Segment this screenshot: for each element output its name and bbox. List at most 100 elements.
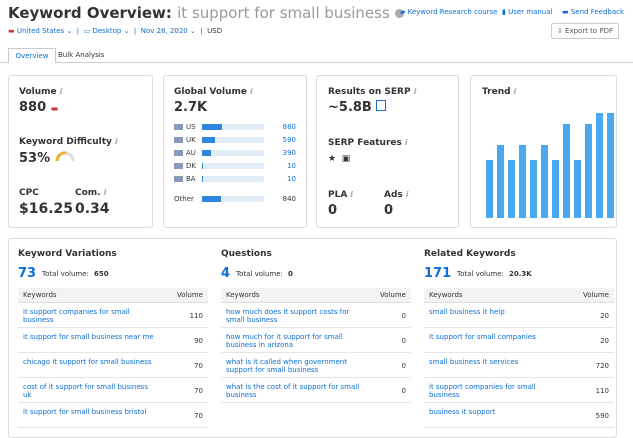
page-title: Keyword Overview: it support for small b… — [8, 4, 404, 22]
label: Trend — [482, 87, 511, 97]
pla-value: 0 — [328, 203, 337, 218]
link-text[interactable]: User manual — [508, 8, 552, 16]
country-volume: 590 — [283, 136, 296, 144]
tab[interactable]: Bulk Analysis — [58, 48, 104, 62]
country: AU — [186, 149, 196, 157]
keyword-link[interactable]: small business it help — [429, 308, 564, 316]
trend-bar — [530, 160, 537, 218]
keyword-volume: 90 — [194, 337, 203, 345]
flag — [174, 124, 183, 130]
keyword-link[interactable]: how much for it support for small busine… — [226, 333, 361, 349]
country: Other — [174, 195, 194, 203]
trend-bar — [552, 160, 559, 218]
total-label: Total volume: — [457, 270, 504, 278]
country-volume: 10 — [287, 162, 296, 170]
total-value: 650 — [94, 270, 109, 278]
bar — [202, 196, 221, 202]
feedback-link[interactable]: ▬ Send Feedback — [562, 8, 624, 16]
cpc-value: $16.25 — [19, 201, 73, 217]
trend-bar — [486, 160, 493, 218]
country: DK — [186, 162, 196, 170]
keyword-volume: 0 — [402, 337, 406, 345]
keyword-volume: 70 — [194, 387, 203, 395]
keyword-volume: 0 — [402, 362, 406, 370]
keyword-volume: 20 — [600, 337, 609, 345]
keyword-volume: 110 — [190, 312, 203, 320]
total-label: Total volume: — [236, 270, 283, 278]
filter[interactable]: United States — [17, 27, 64, 35]
label: Keyword Difficulty — [19, 137, 112, 147]
export-button[interactable]: ⇩ Export to PDF — [551, 23, 619, 39]
total-value: 0 — [288, 270, 293, 278]
bar — [202, 150, 211, 156]
competition-value: 0.34 — [75, 201, 110, 217]
column-header: Keywords — [23, 291, 57, 299]
label: Com. — [75, 188, 101, 198]
link-text[interactable]: Keyword Research course — [408, 8, 498, 16]
total-value: 20.3K — [509, 270, 532, 278]
bar-track — [202, 176, 264, 182]
keyword-link[interactable]: chicago it support for small business — [23, 358, 158, 366]
global-volume-value: 2.7K — [174, 100, 207, 115]
country: BA — [186, 175, 196, 183]
keyword-link[interactable]: it support for small business near me — [23, 333, 158, 341]
keyword-link[interactable]: cost of it support for small business uk — [23, 383, 158, 399]
keyword-link[interactable]: it support companies for small business — [23, 308, 158, 324]
tab[interactable]: Overview — [8, 48, 56, 63]
keyword-link[interactable]: what is it called when government suppor… — [226, 358, 361, 374]
filter[interactable]: Desktop — [92, 27, 121, 35]
bar — [202, 124, 222, 130]
tab-line — [0, 62, 633, 63]
section-title: Questions — [221, 249, 272, 259]
trend-bar — [497, 145, 504, 219]
section-count[interactable]: 73 — [18, 266, 36, 281]
trend-bar — [563, 124, 570, 219]
serp-value: ~5.8B — [328, 100, 372, 115]
total-label: Total volume: — [42, 270, 89, 278]
trend-bar — [519, 145, 526, 219]
trend-bar — [574, 160, 581, 218]
keyword-link[interactable]: it support for small business bristol — [23, 408, 158, 416]
keyword-link[interactable]: it support for small companies — [429, 333, 564, 341]
flag — [174, 176, 183, 182]
label: Global Volume — [174, 87, 247, 97]
keyword-link[interactable]: how much does it support costs for small… — [226, 308, 361, 324]
country: US — [186, 123, 196, 131]
page: Keyword Overview: it support for small b… — [0, 0, 633, 427]
section-count[interactable]: 4 — [221, 266, 230, 281]
bar — [202, 137, 215, 143]
label: SERP Features — [328, 138, 402, 148]
country-volume: 390 — [283, 149, 296, 157]
section-title: Related Keywords — [424, 249, 516, 259]
course-link[interactable]: ▰ Keyword Research course — [400, 8, 497, 16]
country: UK — [186, 136, 196, 144]
trend-bar — [596, 113, 603, 218]
label: Results on SERP — [328, 87, 411, 97]
country-volume: 840 — [283, 195, 296, 203]
column-header: Volume — [380, 291, 406, 299]
trend-bar — [508, 160, 515, 218]
filter[interactable]: Nov 28, 2020 — [141, 27, 188, 35]
keyword-volume: 0 — [402, 312, 406, 320]
volume-value: 880 — [19, 100, 46, 115]
export-text[interactable]: Export to PDF — [565, 27, 613, 35]
column-header: Keywords — [226, 291, 260, 299]
filters: ▬ United States ⌄ | ▭ Desktop ⌄ | Nov 28… — [8, 27, 222, 35]
keyword-link[interactable]: it support companies for small business — [429, 383, 564, 399]
keyword-link[interactable]: business it support — [429, 408, 564, 416]
flag — [174, 150, 183, 156]
manual-link[interactable]: ▮ User manual — [502, 8, 552, 16]
keyword-link[interactable]: what is the cost of it support for small… — [226, 383, 361, 399]
label: PLA — [328, 190, 347, 200]
link-text[interactable]: Send Feedback — [571, 8, 624, 16]
column-header: Volume — [583, 291, 609, 299]
keyword-link[interactable]: small business it services — [429, 358, 564, 366]
flag — [174, 163, 183, 169]
keyword-volume: 70 — [194, 362, 203, 370]
bar-track — [202, 150, 264, 156]
keyword: it support for small business — [177, 4, 390, 22]
section-count[interactable]: 171 — [424, 266, 451, 281]
